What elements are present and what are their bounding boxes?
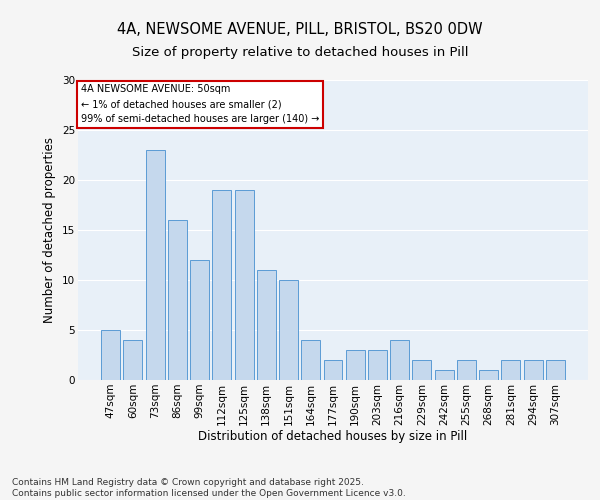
Bar	[546, 360, 565, 380]
Bar	[368, 350, 387, 380]
Text: 4A, NEWSOME AVENUE, PILL, BRISTOL, BS20 0DW: 4A, NEWSOME AVENUE, PILL, BRISTOL, BS20 …	[117, 22, 483, 38]
Bar	[435, 370, 454, 380]
Bar	[502, 360, 520, 380]
Bar	[190, 260, 209, 380]
Bar	[412, 360, 431, 380]
Text: Contains HM Land Registry data © Crown copyright and database right 2025.
Contai: Contains HM Land Registry data © Crown c…	[12, 478, 406, 498]
Text: 4A NEWSOME AVENUE: 50sqm
← 1% of detached houses are smaller (2)
99% of semi-det: 4A NEWSOME AVENUE: 50sqm ← 1% of detache…	[80, 84, 319, 124]
Bar	[235, 190, 254, 380]
Y-axis label: Number of detached properties: Number of detached properties	[43, 137, 56, 323]
Bar	[124, 340, 142, 380]
Bar	[390, 340, 409, 380]
Bar	[146, 150, 164, 380]
Bar	[479, 370, 498, 380]
Bar	[279, 280, 298, 380]
Bar	[101, 330, 120, 380]
Bar	[346, 350, 365, 380]
Bar	[168, 220, 187, 380]
Bar	[323, 360, 343, 380]
Bar	[457, 360, 476, 380]
Bar	[301, 340, 320, 380]
Bar	[524, 360, 542, 380]
Bar	[212, 190, 231, 380]
Bar	[257, 270, 276, 380]
Text: Size of property relative to detached houses in Pill: Size of property relative to detached ho…	[132, 46, 468, 59]
X-axis label: Distribution of detached houses by size in Pill: Distribution of detached houses by size …	[199, 430, 467, 444]
